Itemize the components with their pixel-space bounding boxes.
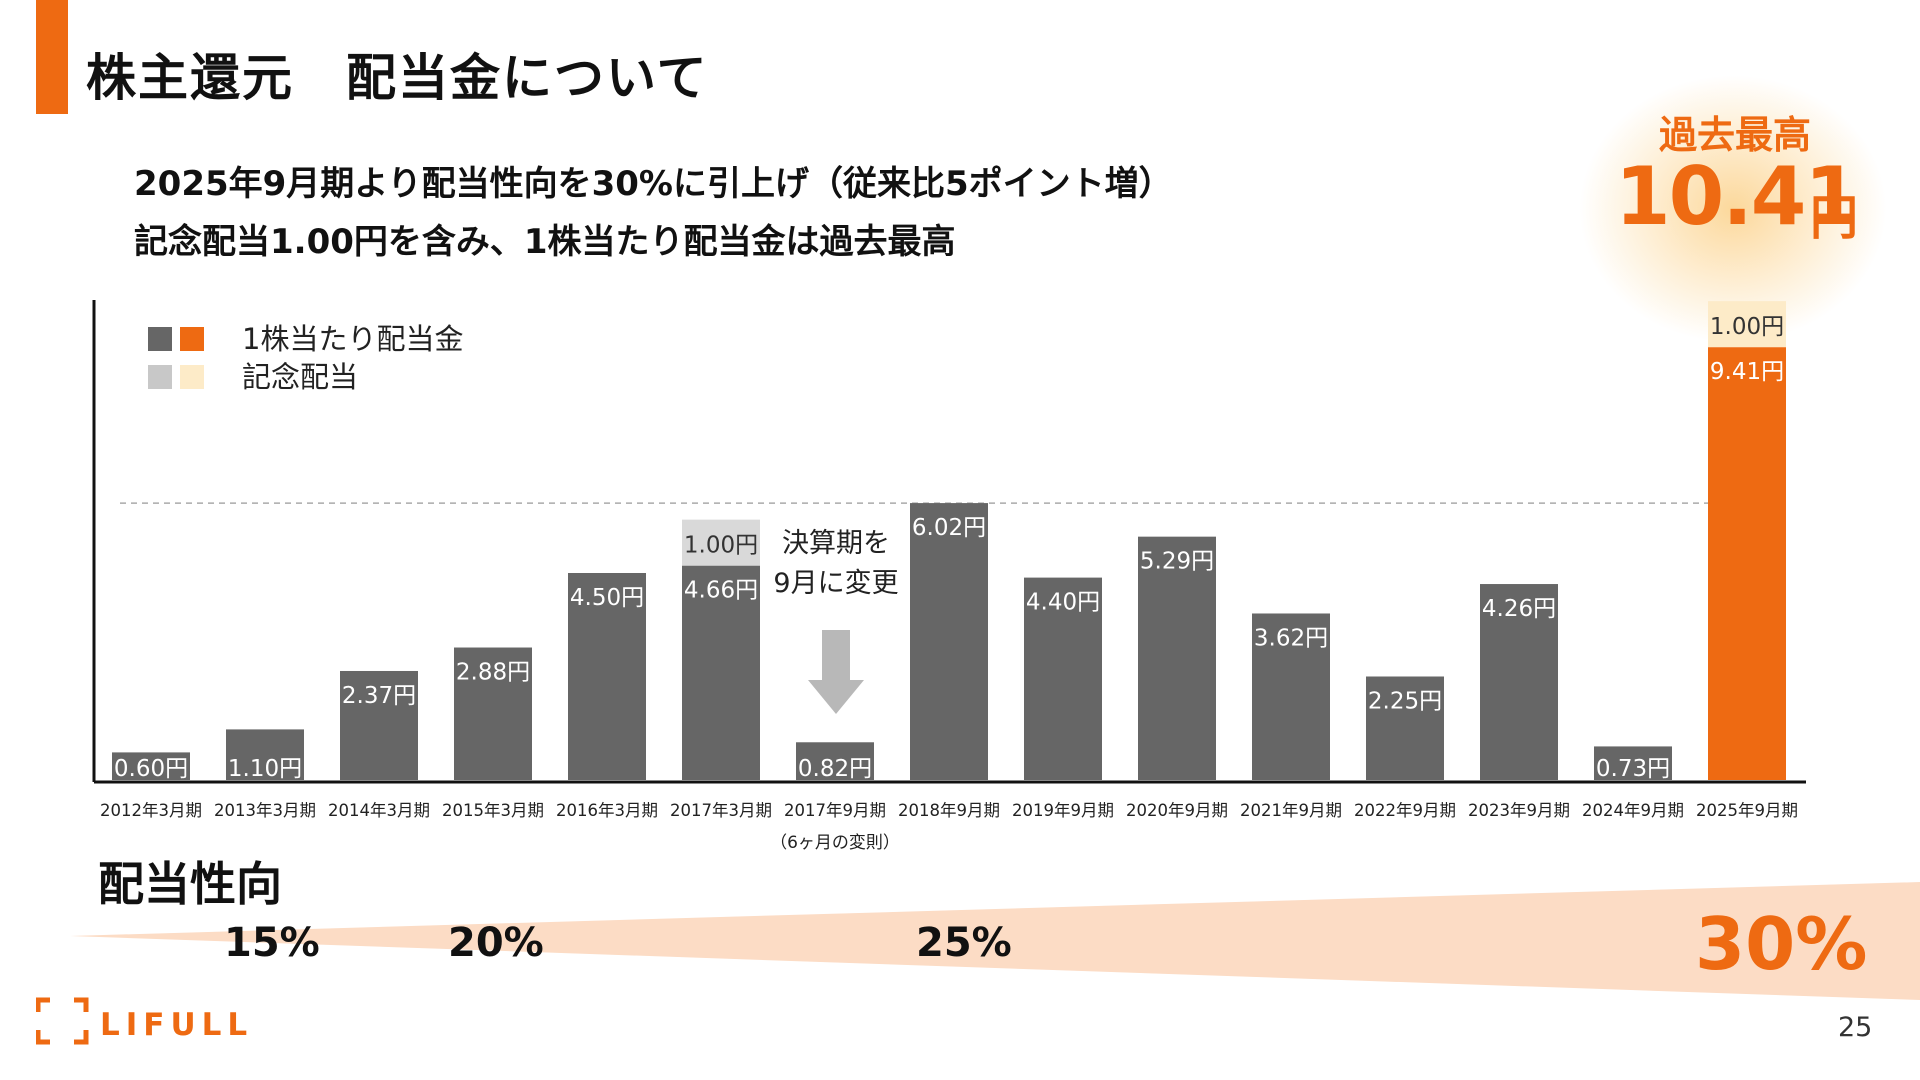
payout-ratio-15: 15% <box>224 920 320 966</box>
bar-value-label-9: 4.40円 <box>1026 590 1100 616</box>
title-accent-bar <box>36 0 68 114</box>
page-title: 株主還元 配当金について <box>86 49 709 107</box>
bar-1 <box>112 752 190 780</box>
subtitle-line-2: 記念配当1.00円を含み、1株当たり配当金は過去最高 <box>134 222 956 262</box>
x-tick-label-13: 2023年9月期 <box>1468 801 1570 820</box>
x-tick-label-3: 2014年3月期 <box>328 801 430 820</box>
bar-13 <box>1480 584 1558 780</box>
payout-ratio-20: 20% <box>448 920 544 966</box>
legend-label-commemorative: 記念配当 <box>242 360 358 394</box>
bar-5 <box>568 573 646 780</box>
x-tick-label-2: 2013年3月期 <box>214 801 316 820</box>
x-tick-label-15: 2025年9月期 <box>1696 801 1798 820</box>
record-unit: 円 <box>1810 190 1859 246</box>
bar-value-label-3: 2.37円 <box>342 683 416 709</box>
bar-9 <box>1024 577 1102 780</box>
bar-value-label-10: 5.29円 <box>1140 549 1214 575</box>
payout-ratio-25: 25% <box>916 920 1012 966</box>
bar-6 <box>682 565 760 780</box>
bar-12 <box>1366 676 1444 780</box>
bar-value-label-6: 4.66円 <box>684 578 758 604</box>
x-tick-label-5: 2016年3月期 <box>556 801 658 820</box>
annotation-line-1: 決算期を <box>782 528 890 559</box>
legend-swatch-orange <box>180 327 204 351</box>
x-tick-label-8: 2018年9月期 <box>898 801 1000 820</box>
x-tick-label-9: 2019年9月期 <box>1012 801 1114 820</box>
commemorative-label-6: 1.00円 <box>684 533 758 559</box>
commemorative-bar-15 <box>1708 301 1786 348</box>
bar-value-label-12: 2.25円 <box>1368 689 1442 715</box>
legend-swatch-light-gray <box>148 365 172 389</box>
x-tick-label-12: 2022年9月期 <box>1354 801 1456 820</box>
bar-value-label-5: 4.50円 <box>570 585 644 611</box>
x-tick-label-11: 2021年9月期 <box>1240 801 1342 820</box>
legend-label-dividend: 1株当たり配当金 <box>242 322 463 356</box>
bar-value-label-14: 0.73円 <box>1596 756 1670 782</box>
x-tick-label-10: 2020年9月期 <box>1126 801 1228 820</box>
bar-value-label-8: 6.02円 <box>912 515 986 541</box>
bar-8 <box>910 503 988 780</box>
annotation-line-2: 9月に変更 <box>773 568 898 599</box>
legend-swatch-cream <box>180 365 204 389</box>
bar-3 <box>340 670 418 780</box>
bar-14 <box>1594 746 1672 780</box>
x-tick-sublabel-7: （6ヶ月の変則） <box>770 833 900 853</box>
subtitle-line-1: 2025年9月期より配当性向を30%に引上げ（従来比5ポイント増） <box>134 164 1173 204</box>
page-number: 25 <box>1838 1012 1873 1043</box>
commemorative-bar-6 <box>682 519 760 566</box>
payout-ratio-30: 30% <box>1695 902 1868 986</box>
bar-value-label-7: 0.82円 <box>798 756 872 782</box>
bar-7 <box>796 742 874 780</box>
fiscal-change-annotation: 決算期を 9月に変更 <box>773 528 899 714</box>
bar-2 <box>226 729 304 780</box>
payout-ratio-band <box>70 882 1920 1000</box>
bar-value-label-11: 3.62円 <box>1254 625 1328 651</box>
record-value: 10.41 <box>1615 150 1860 243</box>
down-arrow-icon <box>808 630 864 714</box>
bar-value-label-1: 0.60円 <box>114 756 188 782</box>
commemorative-label-15: 1.00円 <box>1710 314 1784 340</box>
record-label: 過去最高 <box>1658 113 1811 157</box>
x-tick-label-14: 2024年9月期 <box>1582 801 1684 820</box>
brand-name: LIFULL <box>100 1007 254 1043</box>
payout-ratio-label: 配当性向 <box>98 857 282 911</box>
bar-value-label-15: 9.41円 <box>1710 359 1784 385</box>
x-tick-label-4: 2015年3月期 <box>442 801 544 820</box>
record-highlight-glow <box>1578 74 1888 344</box>
lifull-logo-mark <box>36 997 89 1045</box>
bar-4 <box>454 647 532 780</box>
bar-value-label-2: 1.10円 <box>228 756 302 782</box>
bar-10 <box>1138 536 1216 780</box>
x-tick-label-1: 2012年3月期 <box>100 801 202 820</box>
legend-swatch-gray <box>148 327 172 351</box>
bar-value-label-13: 4.26円 <box>1482 596 1556 622</box>
bar-value-label-4: 2.88円 <box>456 660 530 686</box>
x-tick-label-7: 2017年9月期 <box>784 801 886 820</box>
bar-11 <box>1252 613 1330 780</box>
bar-15 <box>1708 347 1786 780</box>
legend: 1株当たり配当金 記念配当 <box>148 322 463 394</box>
x-tick-label-6: 2017年3月期 <box>670 801 772 820</box>
